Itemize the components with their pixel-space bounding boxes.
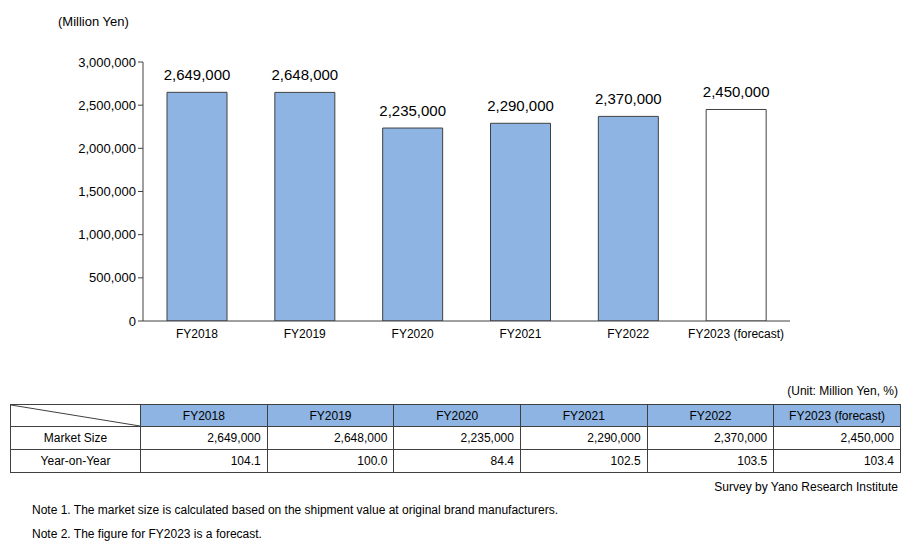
svg-text:FY2021: FY2021 [499,327,541,341]
html-text:FY2019: FY2019 [309,408,352,423]
html-text:FY2022: FY2022 [689,408,732,423]
svg-text:FY2023 (forecast): FY2023 (forecast) [688,327,784,341]
svg-text:FY2020: FY2020 [392,327,434,341]
html-text:2,649,000: 2,649,000 [207,431,261,445]
svg-text:2,370,000: 2,370,000 [595,90,662,107]
html-text:2,648,000: 2,648,000 [333,431,388,445]
svg-text:FY2019: FY2019 [284,327,326,341]
svg-text:3,000,000: 3,000,000 [78,55,136,70]
html-text:FY2023 (forecast): FY2023 (forecast) [789,408,886,423]
svg-text:2,235,000: 2,235,000 [379,102,446,119]
svg-text:FY2018: FY2018 [176,327,218,341]
html-text:2,450,000: 2,450,000 [840,431,894,445]
html-text:102.5: 102.5 [610,454,641,468]
html-text:2,290,000: 2,290,000 [587,431,641,445]
html-text:84.4: 84.4 [490,454,514,468]
svg-text:2,290,000: 2,290,000 [487,97,554,114]
svg-text:1,500,000: 1,500,000 [78,184,136,199]
html-text:(Million Yen): (Million Yen) [58,14,129,29]
html-text:100.0: 100.0 [357,454,388,468]
svg-text:2,648,000: 2,648,000 [271,66,338,83]
svg-text:FY2022: FY2022 [607,327,649,341]
html-text:103.5: 103.5 [737,454,768,468]
svg-text:2,450,000: 2,450,000 [703,83,770,100]
html-text:104.1: 104.1 [230,454,261,468]
html-text:Market Size: Market Size [43,431,108,445]
html-text:Survey by Yano Research Instit: Survey by Yano Research Institute [714,480,898,494]
html-text:Year-on-Year: Year-on-Year [40,454,111,468]
html-text:FY2020: FY2020 [436,408,479,423]
svg-text:0: 0 [129,314,136,329]
svg-text:2,649,000: 2,649,000 [164,66,231,83]
html-text:(Unit: Million Yen, %): (Unit: Million Yen, %) [787,384,898,398]
html-text:2,235,000: 2,235,000 [460,431,514,445]
svg-text:2,000,000: 2,000,000 [78,141,136,156]
svg-text:1,000,000: 1,000,000 [78,227,136,242]
html-text:Note 2. The figure for FY2023: Note 2. The figure for FY2023 is a forec… [32,527,262,541]
html-text:FY2021: FY2021 [562,408,605,423]
html-text:103.4: 103.4 [863,454,894,468]
html-text:Note 1. The market size is cal: Note 1. The market size is calculated ba… [32,503,559,517]
html-text:2,370,000: 2,370,000 [713,431,768,445]
html-text:FY2018: FY2018 [182,408,225,423]
svg-text:500,000: 500,000 [89,270,136,285]
svg-text:2,500,000: 2,500,000 [78,98,136,113]
